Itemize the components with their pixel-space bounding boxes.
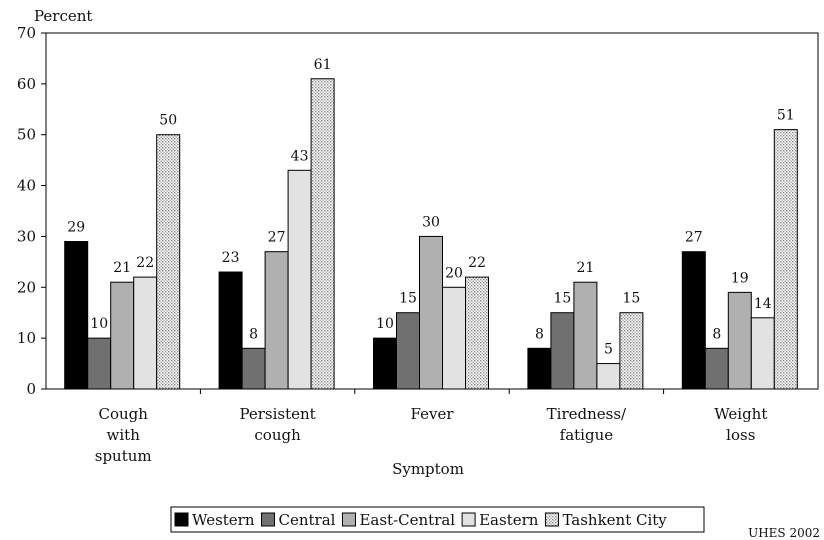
data-label: 51	[777, 108, 795, 124]
bar-east-central	[419, 235, 443, 390]
data-label: 15	[553, 291, 571, 307]
data-label: 8	[249, 326, 258, 342]
category-label: Weight loss	[714, 405, 767, 444]
legend-swatch-tashkent-city	[544, 512, 559, 527]
bar-central	[704, 347, 729, 390]
data-label: 22	[136, 255, 154, 271]
data-label: 21	[113, 260, 131, 276]
bar-central	[550, 312, 575, 390]
legend-label-central: Central	[279, 511, 336, 529]
bar-eastern	[596, 363, 621, 390]
y-axis-title: Percent	[34, 7, 92, 25]
bar-tashkent-city	[465, 276, 489, 390]
bar-eastern	[287, 169, 312, 390]
data-label: 22	[468, 255, 486, 271]
y-tick-label: 40	[17, 177, 36, 195]
legend-swatch-eastern	[461, 512, 476, 527]
bar-eastern	[750, 317, 775, 390]
legend-swatch-western	[174, 512, 189, 527]
data-label: 10	[376, 316, 394, 332]
data-label: 23	[222, 250, 240, 266]
bar-central	[396, 312, 420, 390]
data-label: 21	[576, 260, 594, 276]
bar-tashkent-city	[156, 134, 181, 390]
y-tick-label: 50	[17, 126, 36, 144]
y-tick-label: 30	[17, 227, 36, 245]
data-label: 50	[159, 113, 177, 129]
data-label: 5	[604, 342, 613, 358]
data-label: 19	[731, 270, 749, 286]
bar-east-central	[573, 281, 598, 390]
data-label: 27	[685, 230, 703, 246]
bar-western	[681, 251, 706, 390]
bar-western	[527, 347, 552, 390]
bar-east-central	[727, 291, 752, 390]
bar-eastern	[442, 286, 466, 390]
bar-central	[241, 347, 266, 390]
data-label: 43	[291, 148, 309, 164]
legend-label-eastern: Eastern	[479, 511, 539, 529]
data-label: 61	[314, 57, 332, 73]
bar-east-central	[110, 281, 135, 390]
data-label: 29	[67, 220, 85, 236]
category-label: Fever	[411, 405, 455, 423]
bar-eastern	[133, 276, 158, 390]
data-label: 14	[754, 296, 772, 312]
y-tick-label: 70	[17, 24, 36, 42]
y-tick-label: 10	[17, 329, 36, 347]
bar-central	[87, 337, 112, 390]
y-tick-label: 0	[26, 380, 36, 398]
data-label: 15	[399, 291, 417, 307]
bar-tashkent-city	[310, 78, 335, 390]
category-label: Tiredness/fatigue	[547, 405, 627, 444]
plot-area: 0 10 20 30 40 50 60 70 29 10 21 22 50 Cough with sputum…	[17, 24, 819, 465]
bar-east-central	[264, 251, 289, 390]
data-label: 15	[622, 291, 640, 307]
bar-tashkent-city	[773, 129, 798, 390]
y-tick-label: 20	[17, 278, 36, 296]
category-label: Persistent cough	[239, 405, 315, 444]
legend-label-east-central: East-Central	[359, 511, 455, 529]
bar-western	[218, 271, 243, 390]
legend-label-western: Western	[192, 511, 255, 529]
x-axis-title: Symptom	[392, 460, 464, 478]
data-label: 10	[90, 316, 108, 332]
data-label: 8	[535, 326, 544, 342]
data-label: 20	[445, 265, 463, 281]
y-tick-label: 60	[17, 75, 36, 93]
category-label: Cough with sputum	[95, 405, 152, 465]
legend-swatch-central	[261, 512, 276, 527]
legend-swatch-east-central	[341, 512, 356, 527]
legend: Western Central East-Central Eastern Tashken…	[170, 506, 705, 533]
bar-western	[64, 241, 89, 390]
data-label: 27	[268, 230, 286, 246]
data-label: 8	[712, 326, 721, 342]
bar-western	[373, 337, 397, 390]
data-label: 30	[422, 214, 440, 230]
source-label: UHES 2002	[748, 526, 820, 540]
legend-frame	[170, 506, 705, 533]
bar-tashkent-city	[619, 312, 644, 390]
legend-label-tashkent-city: Tashkent City	[562, 511, 667, 529]
